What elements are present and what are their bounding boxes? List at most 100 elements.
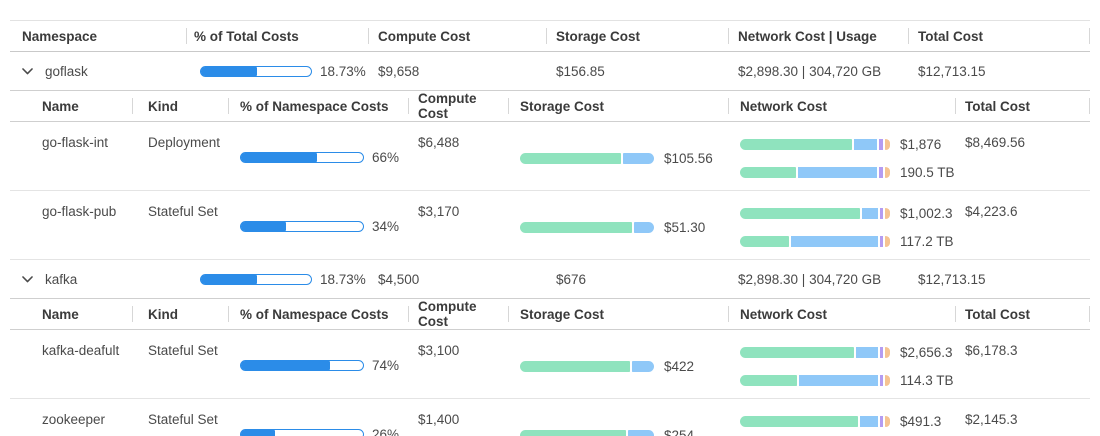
workload-row: go-flask-int Deployment 66% $6,488 $105.… bbox=[10, 122, 1090, 191]
namespace-row[interactable]: goflask 18.73% $9,658 $156.85 $2,898.30 … bbox=[10, 52, 1090, 90]
pct-namespace-fill bbox=[241, 222, 287, 231]
col-label: % of Total Costs bbox=[194, 28, 299, 44]
bar-segment bbox=[859, 416, 878, 427]
bar-segment bbox=[798, 375, 879, 386]
col-label: Storage Cost bbox=[556, 28, 641, 44]
namespace-total-cost: $12,713.15 bbox=[918, 63, 986, 79]
bar-segment bbox=[855, 347, 879, 358]
workload-name: kafka-deafult bbox=[42, 343, 120, 358]
workload-compute-cost: $3,100 bbox=[418, 343, 460, 358]
storage-cost-value: $254 bbox=[664, 428, 695, 436]
workload-kind: Stateful Set bbox=[148, 204, 218, 219]
subcol-label: Kind bbox=[148, 98, 178, 114]
bar-end-cap bbox=[884, 208, 890, 219]
bar-segment bbox=[633, 222, 654, 233]
chevron-down-icon[interactable] bbox=[22, 275, 33, 283]
workload-kind: Stateful Set bbox=[148, 412, 218, 427]
subcol-label: % of Namespace Costs bbox=[240, 306, 389, 322]
subcol-label: Kind bbox=[148, 306, 178, 322]
namespace-storage-cost: $676 bbox=[556, 271, 587, 287]
network-usage-bar bbox=[740, 375, 890, 386]
namespace-row[interactable]: kafka 18.73% $4,500 $676 $2,898.30 | 304… bbox=[10, 260, 1090, 298]
col-label: Namespace bbox=[22, 28, 98, 44]
bar-segment bbox=[520, 222, 632, 233]
pct-total-label: 18.73% bbox=[320, 63, 366, 79]
namespace-name: kafka bbox=[45, 271, 78, 287]
pct-namespace-bar bbox=[240, 429, 364, 436]
storage-cost-value: $422 bbox=[664, 359, 695, 374]
bar-segment bbox=[791, 236, 879, 247]
workload-row: go-flask-pub Stateful Set 34% $3,170 $51… bbox=[10, 191, 1090, 260]
col-label: Network Cost | Usage bbox=[738, 28, 877, 44]
cost-table: Namespace % of Total Costs Compute Cost … bbox=[10, 20, 1090, 436]
subcol-label: Storage Cost bbox=[520, 306, 605, 322]
col-label: Compute Cost bbox=[378, 28, 471, 44]
bar-segment bbox=[798, 167, 877, 178]
bar-segment bbox=[878, 167, 883, 178]
pct-namespace-bar bbox=[240, 360, 364, 371]
subcol-label: Name bbox=[42, 98, 79, 114]
bar-segment bbox=[740, 208, 860, 219]
storage-cost-bar bbox=[520, 222, 654, 233]
subtable-header: Name Kind % of Namespace Costs Compute C… bbox=[10, 298, 1090, 330]
bar-segment bbox=[520, 361, 631, 372]
bar-segment bbox=[880, 347, 883, 358]
network-cost-value: $1,002.3 bbox=[900, 206, 953, 221]
network-cost-value: $491.3 bbox=[900, 414, 942, 429]
bar-segment bbox=[740, 236, 790, 247]
workload-total-cost: $4,223.6 bbox=[965, 204, 1018, 219]
storage-cost-bar bbox=[520, 153, 654, 164]
bar-end-cap bbox=[885, 347, 890, 358]
namespace-network-cost-usage: $2,898.30 | 304,720 GB bbox=[738, 271, 882, 287]
col-pct-total-costs: % of Total Costs bbox=[186, 21, 368, 51]
subcol-label: Storage Cost bbox=[520, 98, 605, 114]
chevron-down-icon[interactable] bbox=[22, 67, 33, 75]
pct-total-fill bbox=[201, 66, 258, 76]
workload-total-cost: $6,178.3 bbox=[965, 343, 1018, 358]
bar-segment bbox=[861, 208, 878, 219]
pct-namespace-label: 66% bbox=[372, 150, 400, 165]
network-usage-value: 190.5 TB bbox=[900, 165, 955, 180]
workload-row: zookeeper Stateful Set 26% $1,400 $254 $… bbox=[10, 399, 1090, 436]
col-storage-cost: Storage Cost bbox=[546, 21, 728, 51]
namespace-name: goflask bbox=[45, 63, 88, 79]
storage-cost-value: $105.56 bbox=[664, 151, 713, 166]
namespace-compute-cost: $4,500 bbox=[378, 271, 420, 287]
bar-end-cap bbox=[885, 236, 890, 247]
table-header: Namespace % of Total Costs Compute Cost … bbox=[10, 20, 1090, 52]
pct-namespace-label: 74% bbox=[372, 358, 400, 373]
bar-segment bbox=[740, 139, 853, 150]
bar-segment bbox=[623, 153, 654, 164]
bar-segment bbox=[854, 139, 877, 150]
network-usage-bar bbox=[740, 236, 890, 247]
namespace-compute-cost: $9,658 bbox=[378, 63, 420, 79]
bar-segment bbox=[740, 167, 797, 178]
workload-name: go-flask-pub bbox=[42, 204, 117, 219]
bar-end-cap bbox=[885, 139, 890, 150]
bar-segment bbox=[740, 375, 797, 386]
pct-namespace-label: 26% bbox=[372, 427, 400, 436]
bar-segment bbox=[740, 347, 854, 358]
bar-segment bbox=[520, 153, 622, 164]
col-network-cost-usage: Network Cost | Usage bbox=[728, 21, 908, 51]
col-compute-cost: Compute Cost bbox=[368, 21, 546, 51]
subcol-label: Network Cost bbox=[740, 98, 828, 114]
pct-total-fill bbox=[201, 274, 258, 284]
workload-compute-cost: $6,488 bbox=[418, 135, 460, 150]
network-cost-value: $1,876 bbox=[900, 137, 942, 152]
bar-segment bbox=[878, 139, 883, 150]
network-usage-value: 117.2 TB bbox=[900, 234, 954, 249]
workload-name: go-flask-int bbox=[42, 135, 109, 150]
network-cost-bar bbox=[740, 139, 890, 150]
pct-namespace-bar bbox=[240, 221, 364, 232]
subcol-label: Compute Cost bbox=[418, 299, 477, 329]
pct-namespace-fill bbox=[241, 430, 276, 436]
subcol-label: Network Cost bbox=[740, 306, 828, 322]
subcol-label: Total Cost bbox=[965, 98, 1030, 114]
workload-name: zookeeper bbox=[42, 412, 106, 427]
pct-namespace-label: 34% bbox=[372, 219, 400, 234]
pct-namespace-fill bbox=[241, 361, 331, 370]
network-usage-bar bbox=[740, 167, 890, 178]
network-usage-value: 114.3 TB bbox=[900, 373, 954, 388]
network-cost-bar bbox=[740, 416, 890, 427]
